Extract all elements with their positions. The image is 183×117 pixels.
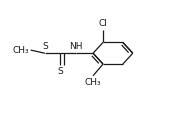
Text: S: S [42,42,48,51]
Text: NH: NH [69,42,83,51]
Text: CH₃: CH₃ [13,46,29,55]
Text: S: S [58,68,63,77]
Text: Cl: Cl [99,19,107,28]
Text: CH₃: CH₃ [85,78,101,87]
